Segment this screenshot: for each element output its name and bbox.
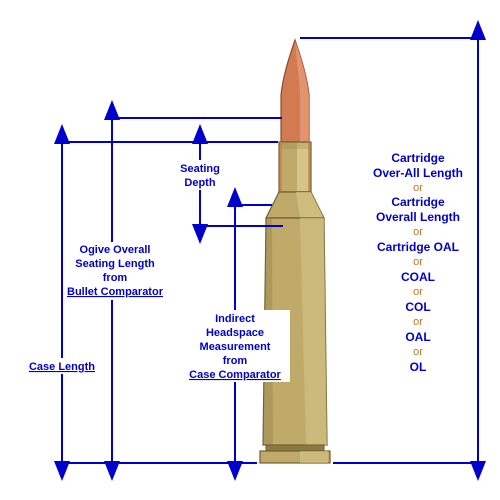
svg-text:or: or [413, 346, 423, 358]
svg-text:Headspace: Headspace [206, 327, 264, 339]
svg-text:Measurement: Measurement [200, 341, 271, 353]
svg-text:Cartridge: Cartridge [391, 195, 445, 209]
cartridge-drawing [260, 40, 330, 463]
svg-text:Seating Length: Seating Length [75, 258, 155, 270]
svg-text:OAL: OAL [405, 330, 430, 344]
svg-text:Case Comparator: Case Comparator [189, 369, 281, 381]
extractor-groove [266, 445, 324, 451]
svg-text:or: or [413, 316, 423, 328]
svg-text:Ogive Overall: Ogive Overall [80, 244, 151, 256]
label-seating-depth: Seating Depth [176, 160, 226, 190]
svg-text:Cartridge OAL: Cartridge OAL [377, 240, 459, 254]
label-case-length: Case Length [29, 361, 95, 373]
label-coal-stack: Cartridge Over-All Length or Cartridge O… [373, 151, 463, 374]
svg-text:Depth: Depth [184, 177, 215, 189]
svg-text:from: from [103, 272, 128, 284]
cartridge-diagram: Case Length Ogive Overall Seating Length… [0, 0, 500, 500]
label-ogive: Ogive Overall Seating Length from Bullet… [67, 242, 164, 300]
svg-text:Cartridge: Cartridge [391, 151, 445, 165]
svg-text:from: from [223, 355, 248, 367]
svg-text:Over-All Length: Over-All Length [373, 166, 463, 180]
svg-text:COAL: COAL [401, 270, 435, 284]
svg-text:OL: OL [410, 360, 427, 374]
svg-text:Seating: Seating [180, 163, 220, 175]
svg-text:or: or [413, 182, 423, 194]
svg-text:or: or [413, 256, 423, 268]
label-indirect-headspace: Indirect Headspace Measurement from Case… [182, 310, 290, 382]
svg-text:or: or [413, 226, 423, 238]
svg-text:Indirect: Indirect [215, 313, 255, 325]
svg-text:or: or [413, 286, 423, 298]
svg-text:COL: COL [405, 300, 430, 314]
dim-case-length [57, 142, 278, 463]
svg-text:Overall Length: Overall Length [376, 210, 460, 224]
svg-text:Bullet Comparator: Bullet Comparator [67, 286, 164, 298]
